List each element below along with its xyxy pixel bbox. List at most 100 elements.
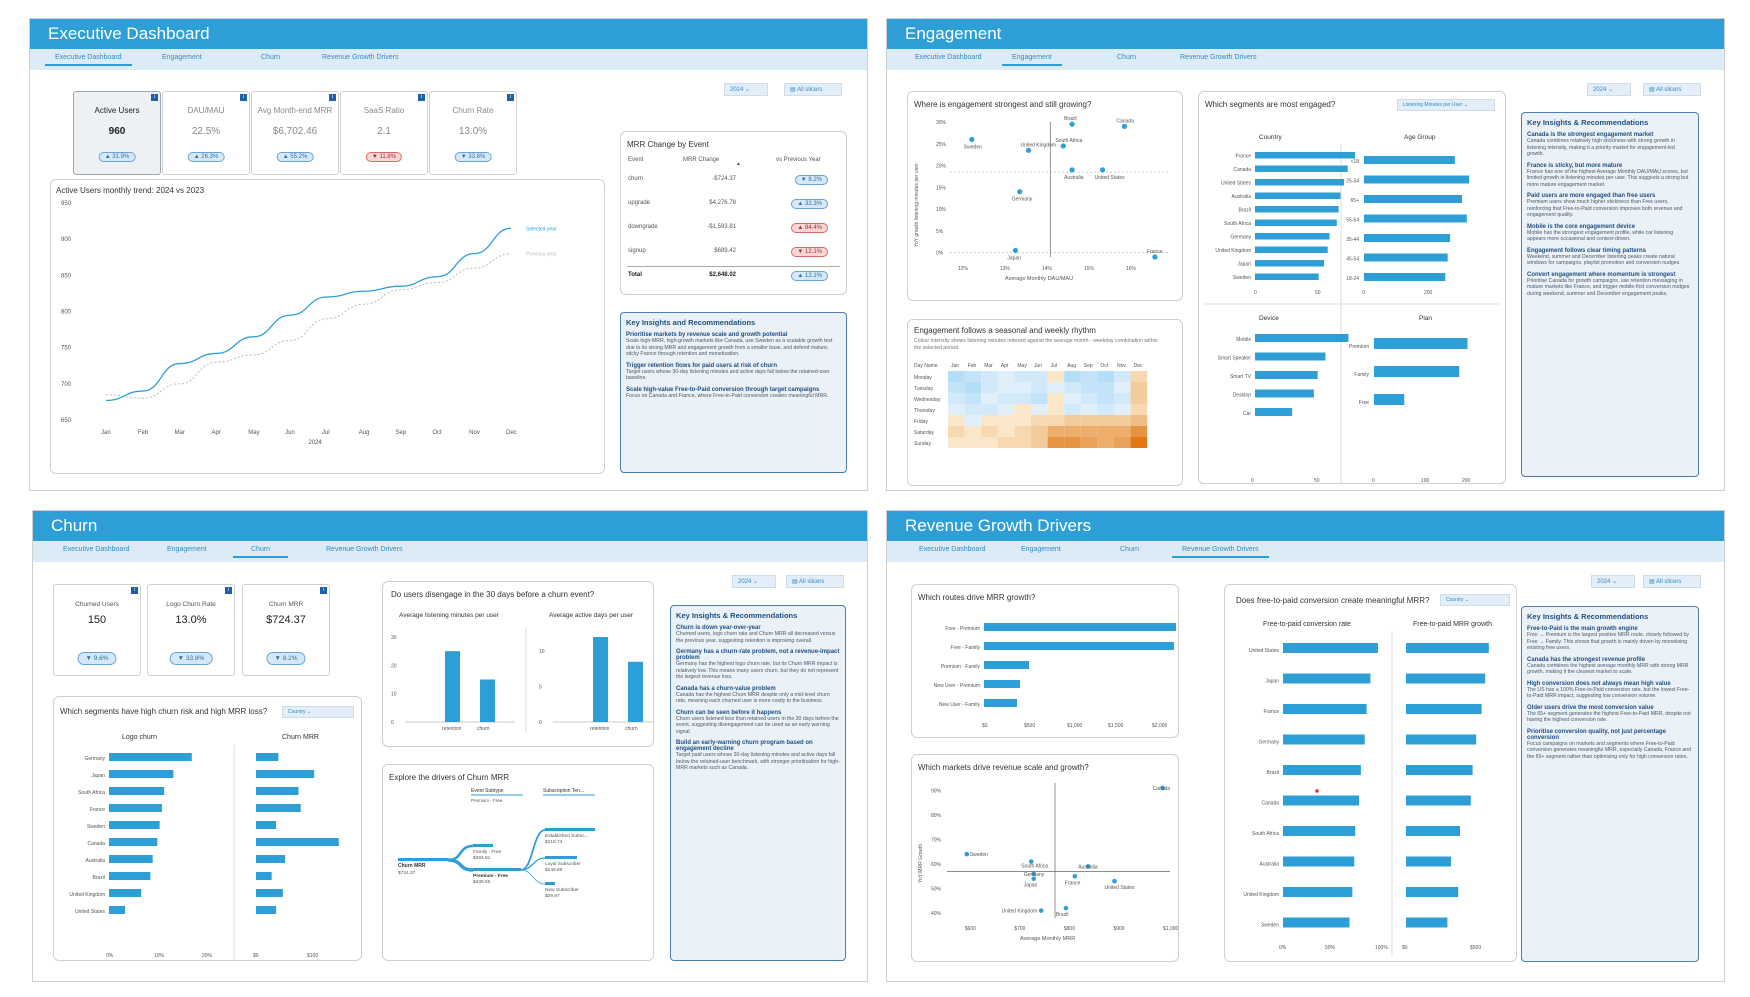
info-icon[interactable]: i: [225, 587, 232, 594]
year-slicer[interactable]: 2024 ⌄: [1591, 575, 1635, 588]
tab-churn[interactable]: Churn: [1120, 546, 1140, 553]
tab-executive-dashboard[interactable]: Executive Dashboard: [915, 54, 982, 61]
tab-engagement[interactable]: Engagement: [162, 54, 202, 61]
heatmap-cell: [997, 404, 1015, 415]
info-icon[interactable]: i: [329, 94, 336, 101]
info-icon[interactable]: i: [151, 94, 158, 101]
y-tick-label: 700: [61, 382, 72, 388]
listening-minutes-title: Average listening minutes per user: [399, 612, 499, 619]
point-label: Japan: [1024, 883, 1038, 889]
tab-engagement[interactable]: Engagement: [167, 546, 207, 553]
series-line-previous-year: [105, 253, 512, 399]
kpi-card[interactable]: i Logo Churn Rate 13.0% ▼ 33.8%: [147, 584, 235, 676]
metric-slicer[interactable]: Listening Minutes per User ⌄: [1397, 99, 1495, 111]
y-tick-label: 0%: [936, 251, 944, 257]
tab-revenue-growth-drivers[interactable]: Revenue Growth Drivers: [322, 54, 399, 61]
decomposition-tree[interactable]: Event Subtype Premium - Free Subscription …: [383, 780, 654, 960]
mrr-growth-title: Free-to-paid MRR growth: [1413, 621, 1492, 628]
kpi-card[interactable]: i Avg Month-end MRR $6,702.46 ▲ 55.2%: [251, 91, 339, 175]
kpi-card[interactable]: i DAU/MAU 22.5% ▲ 26.3%: [162, 91, 250, 175]
tab-engagement[interactable]: Engagement: [1021, 546, 1061, 553]
churn-bar-charts: Germany Japan South Africa France Sweden Cana…: [69, 745, 339, 960]
bar-category-label: 55-64: [1346, 218, 1359, 224]
year-slicer[interactable]: 2024 ⌄: [724, 83, 768, 96]
tab-engagement[interactable]: Engagement: [1002, 54, 1062, 66]
info-icon[interactable]: i: [507, 94, 514, 101]
table-cell-delta: ▲ 84.4%: [791, 223, 828, 233]
all-slicers-button[interactable]: ▤ All slicers: [1643, 575, 1701, 588]
kpi-card[interactable]: i Churn Rate 13.0% ▼ 33.8%: [429, 91, 517, 175]
table-cell-delta: ▼ 8.2%: [794, 175, 828, 185]
heatmap-cell: [1080, 437, 1098, 448]
bar: [445, 651, 460, 722]
heatmap-cell: [1114, 371, 1131, 382]
bar-category-label: 25-34: [1346, 179, 1359, 185]
heatmap-row-label: Monday: [914, 375, 932, 381]
x-tick-label: 50: [1314, 478, 1320, 484]
heatmap-cell: [964, 393, 982, 404]
bar: [1364, 253, 1448, 262]
sort-icon[interactable]: ▲: [736, 161, 741, 167]
point-label: Sweden: [964, 144, 982, 150]
info-icon[interactable]: i: [418, 94, 425, 101]
chevron-down-icon: ⌄: [1608, 87, 1614, 93]
tree-link: [520, 869, 546, 885]
disengage-card: Do users disengage in the 30 days before…: [382, 581, 654, 747]
y-tick-label: 5: [539, 685, 542, 691]
heatmap-cell: [1064, 404, 1081, 415]
heatmap-cell: [1064, 371, 1081, 382]
tab-revenue-growth-drivers[interactable]: Revenue Growth Drivers: [1172, 546, 1269, 558]
tab-executive-dashboard[interactable]: Executive Dashboard: [45, 54, 132, 66]
scatter-point: [1031, 876, 1037, 882]
point-label: Canada: [1153, 786, 1171, 792]
insights-box: Key Insights & Recommendations Churn is …: [670, 605, 846, 961]
all-slicers-button[interactable]: ▤ All slicers: [786, 575, 844, 588]
bar-category-label: France: [1263, 709, 1279, 715]
scatter-point: [1112, 878, 1117, 884]
churn-panel: Churn Executive Dashboard Engagement Chu…: [32, 510, 868, 982]
bar-category-label: United Kingdom: [69, 892, 105, 898]
y-tick-label: 40%: [931, 911, 942, 917]
year-slicer[interactable]: 2024 ⌄: [1587, 83, 1631, 96]
bar-category-label: 45-54: [1346, 257, 1359, 263]
segment-slicer[interactable]: Country ⌄: [282, 706, 354, 718]
kpi-card[interactable]: i Churn MRR $724.37 ▼ 8.2%: [242, 584, 330, 676]
country-slicer[interactable]: Country ⌄: [1440, 594, 1510, 606]
bar: [109, 787, 165, 795]
tab-churn[interactable]: Churn: [261, 54, 281, 61]
tab-revenue-growth-drivers[interactable]: Revenue Growth Drivers: [1180, 54, 1257, 61]
bar: [1406, 826, 1460, 836]
info-icon[interactable]: i: [320, 587, 327, 594]
x-tick-label: 14%: [1042, 266, 1053, 272]
bar: [1255, 408, 1293, 416]
table-cell-event: upgrade: [628, 200, 651, 206]
bar: [480, 679, 495, 722]
y-tick-label: 20%: [936, 164, 947, 170]
x-tick-label: $0: [1402, 945, 1408, 951]
heatmap-cell: [948, 437, 965, 448]
insight-text: The US has a 100% Free-to-Paid conversio…: [1527, 686, 1690, 700]
kpi-card[interactable]: i Active Users 960 ▲ 31.9%: [73, 91, 161, 175]
kpi-card[interactable]: i SaaS Ratio 2.1 ▼ 11.8%: [340, 91, 428, 175]
tab-churn[interactable]: Churn: [1117, 54, 1137, 61]
insight-text: Premium users show much higher stickines…: [1527, 199, 1683, 218]
tab-revenue-growth-drivers[interactable]: Revenue Growth Drivers: [326, 546, 403, 553]
info-icon[interactable]: i: [240, 94, 247, 101]
tab-executive-dashboard[interactable]: Executive Dashboard: [63, 546, 130, 553]
info-icon[interactable]: i: [131, 587, 138, 594]
all-slicers-button[interactable]: ▤ All slicers: [1643, 83, 1701, 96]
bar-category-label: Premium: [1349, 344, 1369, 350]
bar-category-label: 65+: [1351, 198, 1360, 204]
point-label: South Africa: [1021, 864, 1048, 870]
kpi-card[interactable]: i Churned Users 150 ▼ 9.6%: [53, 584, 141, 676]
year-slicer[interactable]: 2024 ⌄: [732, 575, 776, 588]
bar: [984, 661, 1029, 669]
tree-node-value: $284.81: [473, 855, 491, 861]
tab-executive-dashboard[interactable]: Executive Dashboard: [919, 546, 986, 553]
heatmap-row-label: Saturday: [914, 430, 935, 436]
heatmap-cell: [1047, 393, 1065, 404]
all-slicers-button[interactable]: ▤ All slicers: [784, 83, 842, 96]
scatter-point: [1069, 167, 1075, 173]
tab-churn[interactable]: Churn: [233, 546, 289, 558]
scatter-point: [1060, 143, 1066, 149]
